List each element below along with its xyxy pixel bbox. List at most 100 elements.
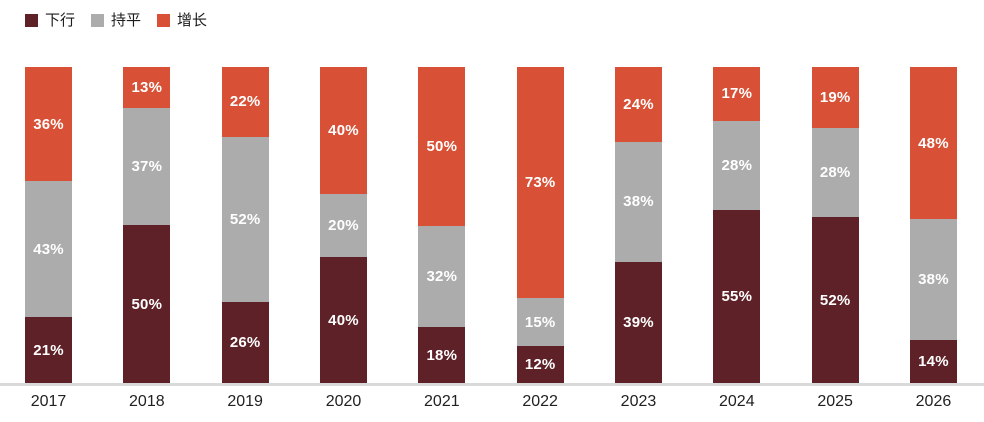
stacked-bar: 50% 32% 18%: [418, 67, 466, 384]
bar-segment-增长: 40%: [319, 67, 367, 194]
legend-item-下行: 下行: [25, 13, 75, 28]
stacked-bar: 48% 38% 14%: [909, 67, 957, 384]
stacked-bar: 24% 38% 39%: [614, 67, 662, 384]
segment-value-label: 22%: [229, 93, 261, 111]
bar-segment-增长: 50%: [418, 67, 466, 226]
bar-segment-下行: 40%: [319, 257, 367, 384]
bar-group-2020: 40% 20% 40%: [319, 67, 367, 384]
segment-value-label: 37%: [131, 158, 163, 176]
bar-group-2024: 17% 28% 55%: [713, 67, 761, 384]
segment-value-label: 36%: [33, 115, 64, 133]
x-axis-label-2018: 2018: [129, 393, 165, 410]
bar-segment-下行: 26%: [221, 301, 269, 384]
x-axis-label-2022: 2022: [522, 393, 558, 410]
legend-item-增长: 增长: [157, 13, 207, 28]
legend-item-label: 下行: [45, 12, 76, 29]
bar-segment-持平: 52%: [221, 136, 269, 302]
segment-value-label: 73%: [524, 174, 556, 192]
bar-group-2021: 50% 32% 18%: [418, 67, 466, 384]
bar-group-2022: 73% 15% 12%: [516, 67, 564, 384]
bar-segment-持平: 15%: [516, 298, 564, 346]
bar-segment-持平: 28%: [811, 127, 859, 218]
segment-value-label: 28%: [721, 156, 753, 174]
x-axis-label-2020: 2020: [325, 393, 362, 410]
segment-value-label: 32%: [426, 267, 458, 285]
x-axis-label-2026: 2026: [915, 393, 952, 410]
bar-segment-下行: 55%: [713, 209, 761, 384]
segment-value-label: 43%: [33, 240, 64, 258]
bar-group-2025: 19% 28% 52%: [811, 67, 859, 384]
bar-segment-下行: 12%: [516, 345, 564, 384]
bar-segment-增长: 19%: [811, 67, 859, 128]
segment-value-label: 40%: [328, 312, 359, 330]
bar-segment-增长: 13%: [123, 67, 171, 109]
x-axis-baseline: [0, 383, 984, 386]
x-axis-label-2019: 2019: [227, 393, 263, 410]
stacked-bar: 13% 37% 50%: [123, 67, 171, 384]
x-axis-label-2025: 2025: [817, 393, 853, 410]
stacked-bar: 17% 28% 55%: [713, 67, 761, 384]
bar-segment-下行: 39%: [614, 261, 662, 384]
bar-segment-持平: 43%: [25, 181, 72, 318]
bar-segment-持平: 28%: [713, 120, 761, 210]
segment-value-label: 28%: [819, 164, 851, 182]
x-axis-label-2017: 2017: [30, 393, 67, 410]
segment-value-label: 19%: [819, 88, 851, 106]
bar-segment-下行: 50%: [123, 225, 171, 384]
segment-value-label: 15%: [524, 313, 556, 331]
bar-segment-增长: 48%: [909, 67, 957, 220]
bar-segment-持平: 37%: [123, 108, 171, 226]
x-axis-label-2024: 2024: [719, 393, 755, 410]
x-axis-label-2023: 2023: [620, 393, 657, 410]
legend-item-持平: 持平: [91, 13, 141, 28]
bar-group-2026: 48% 38% 14%: [909, 67, 957, 384]
stacked-bar: 36% 43% 21%: [25, 67, 72, 384]
segment-value-label: 26%: [229, 334, 261, 352]
bar-segment-持平: 38%: [614, 142, 662, 262]
legend-swatch-icon: [25, 14, 38, 27]
segment-value-label: 12%: [524, 356, 556, 374]
bar-group-2023: 24% 38% 39%: [614, 67, 662, 384]
segment-value-label: 13%: [131, 79, 163, 97]
bar-segment-下行: 52%: [811, 217, 859, 384]
segment-value-label: 38%: [623, 193, 654, 211]
segment-value-label: 24%: [623, 96, 654, 114]
bar-segment-持平: 32%: [418, 225, 466, 327]
stacked-bar: 73% 15% 12%: [516, 67, 564, 384]
bar-segment-增长: 73%: [516, 67, 564, 299]
segment-value-label: 39%: [623, 314, 654, 332]
x-axis-label-2021: 2021: [424, 393, 460, 410]
segment-value-label: 48%: [918, 134, 949, 152]
bar-segment-增长: 36%: [25, 67, 72, 182]
segment-value-label: 50%: [426, 137, 458, 155]
segment-value-label: 50%: [131, 296, 163, 314]
stacked-bar: 40% 20% 40%: [319, 67, 367, 384]
segment-value-label: 17%: [721, 85, 753, 103]
bar-segment-持平: 20%: [319, 193, 367, 258]
segment-value-label: 21%: [33, 342, 64, 360]
segment-value-label: 52%: [229, 210, 261, 228]
segment-value-label: 52%: [819, 292, 851, 310]
bar-segment-下行: 21%: [25, 317, 72, 384]
bar-segment-下行: 14%: [909, 339, 957, 384]
bar-segment-增长: 22%: [221, 67, 269, 137]
segment-value-label: 40%: [328, 121, 359, 139]
bar-group-2019: 22% 52% 26%: [221, 67, 269, 384]
bar-segment-增长: 17%: [713, 67, 761, 121]
segment-value-label: 38%: [918, 270, 949, 288]
bar-segment-持平: 38%: [909, 219, 957, 340]
segment-value-label: 55%: [721, 288, 753, 306]
bar-group-2017: 36% 43% 21%: [25, 67, 72, 384]
chart-legend: 下行 持平 增长: [25, 13, 207, 28]
segment-value-label: 14%: [918, 353, 949, 371]
legend-swatch-icon: [91, 14, 105, 27]
legend-swatch-icon: [157, 14, 171, 27]
stacked-bar: 19% 28% 52%: [811, 67, 859, 384]
legend-item-label: 增长: [177, 12, 208, 29]
stacked-bar: 22% 52% 26%: [221, 67, 269, 384]
bar-segment-增长: 24%: [614, 67, 662, 143]
legend-item-label: 持平: [111, 12, 142, 29]
bar-segment-下行: 18%: [418, 326, 466, 384]
segment-value-label: 20%: [328, 216, 359, 234]
